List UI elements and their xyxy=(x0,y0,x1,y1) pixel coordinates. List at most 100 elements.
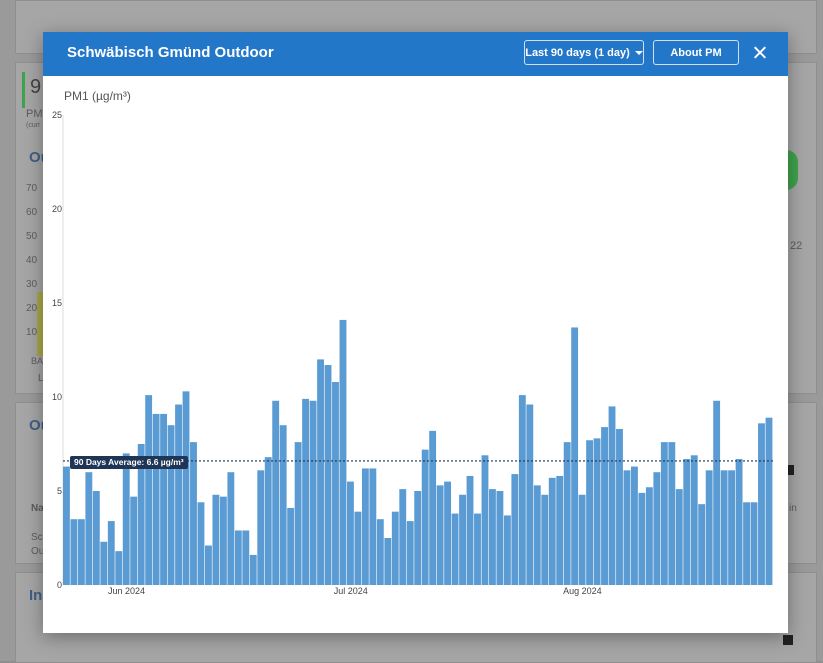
bar[interactable] xyxy=(257,470,265,585)
bar[interactable] xyxy=(212,494,220,585)
bar[interactable] xyxy=(533,485,541,585)
bar[interactable] xyxy=(601,427,608,585)
bg-right-tag: in xyxy=(789,503,797,514)
bar[interactable] xyxy=(234,530,242,585)
bar[interactable] xyxy=(167,425,175,585)
bar[interactable] xyxy=(608,406,616,585)
bar[interactable] xyxy=(481,455,489,585)
bar[interactable] xyxy=(107,521,115,585)
bar[interactable] xyxy=(92,491,100,585)
bar[interactable] xyxy=(429,430,437,585)
bar[interactable] xyxy=(593,438,601,585)
bar[interactable] xyxy=(369,468,377,585)
bar[interactable] xyxy=(63,466,70,585)
bar[interactable] xyxy=(376,519,384,585)
bar[interactable] xyxy=(122,453,130,585)
bar[interactable] xyxy=(683,459,691,585)
bar[interactable] xyxy=(175,404,182,585)
bar[interactable] xyxy=(720,470,728,585)
bar[interactable] xyxy=(444,481,452,585)
bar[interactable] xyxy=(690,455,698,585)
bar[interactable] xyxy=(399,489,407,585)
bar[interactable] xyxy=(347,481,354,585)
bar[interactable] xyxy=(339,319,347,585)
bar[interactable] xyxy=(227,472,235,585)
bar[interactable] xyxy=(294,442,302,585)
bar[interactable] xyxy=(384,538,392,585)
bar[interactable] xyxy=(205,545,212,585)
bar[interactable] xyxy=(391,511,399,585)
bar[interactable] xyxy=(190,442,197,585)
bar[interactable] xyxy=(571,327,579,585)
bar[interactable] xyxy=(279,425,287,585)
bar[interactable] xyxy=(77,519,85,585)
bar[interactable] xyxy=(705,470,713,585)
bar[interactable] xyxy=(586,440,594,585)
bar[interactable] xyxy=(324,365,332,585)
bar[interactable] xyxy=(160,413,168,585)
bar[interactable] xyxy=(421,449,429,585)
bar[interactable] xyxy=(660,442,668,585)
bar[interactable] xyxy=(182,391,190,585)
bar[interactable] xyxy=(511,474,519,585)
bar[interactable] xyxy=(197,502,205,585)
time-range-dropdown[interactable]: Last 90 days (1 day) xyxy=(524,40,644,65)
about-pm-button[interactable]: About PM xyxy=(653,40,739,65)
bar[interactable] xyxy=(645,487,653,585)
bar[interactable] xyxy=(332,381,339,585)
bar[interactable] xyxy=(302,398,310,585)
bar[interactable] xyxy=(100,541,108,585)
bar[interactable] xyxy=(735,459,743,585)
bar[interactable] xyxy=(354,511,362,585)
bar[interactable] xyxy=(145,395,153,585)
bar[interactable] xyxy=(556,475,564,585)
bar[interactable] xyxy=(526,404,534,585)
bar[interactable] xyxy=(406,521,414,585)
bar[interactable] xyxy=(115,551,123,585)
bar[interactable] xyxy=(653,472,661,585)
bar[interactable] xyxy=(317,359,324,585)
bar[interactable] xyxy=(361,468,369,585)
bar[interactable] xyxy=(728,470,736,585)
bar[interactable] xyxy=(459,494,466,585)
bar[interactable] xyxy=(616,428,623,585)
bar[interactable] xyxy=(638,492,646,585)
bar[interactable] xyxy=(541,494,549,585)
bar[interactable] xyxy=(518,395,526,585)
bar[interactable] xyxy=(474,513,481,585)
bar[interactable] xyxy=(698,504,706,585)
bar[interactable] xyxy=(578,494,586,585)
bar[interactable] xyxy=(219,496,227,585)
bar[interactable] xyxy=(70,519,78,585)
bar[interactable] xyxy=(668,442,676,585)
bar[interactable] xyxy=(451,513,459,585)
bar[interactable] xyxy=(137,444,145,585)
bar[interactable] xyxy=(466,475,474,585)
bar[interactable] xyxy=(489,489,496,585)
bar[interactable] xyxy=(249,554,257,585)
bar[interactable] xyxy=(272,400,280,585)
bar[interactable] xyxy=(750,502,758,585)
bar[interactable] xyxy=(496,491,504,585)
bar[interactable] xyxy=(85,472,93,585)
y-tick-label: 0 xyxy=(57,580,62,590)
bar[interactable] xyxy=(765,417,773,585)
bar[interactable] xyxy=(743,502,750,585)
bar[interactable] xyxy=(287,507,295,585)
bar[interactable] xyxy=(414,491,422,585)
bar[interactable] xyxy=(152,413,160,585)
bar[interactable] xyxy=(503,515,511,585)
bar[interactable] xyxy=(309,400,317,585)
bar[interactable] xyxy=(130,496,138,585)
bar[interactable] xyxy=(563,442,571,585)
bar[interactable] xyxy=(548,477,556,585)
bar[interactable] xyxy=(623,470,631,585)
bar[interactable] xyxy=(675,489,683,585)
bar[interactable] xyxy=(242,530,250,585)
bar[interactable] xyxy=(264,457,272,585)
bar[interactable] xyxy=(713,400,721,585)
bar[interactable] xyxy=(631,466,638,585)
columns-icon xyxy=(783,635,793,645)
bar[interactable] xyxy=(758,423,765,585)
bar[interactable] xyxy=(436,485,444,585)
